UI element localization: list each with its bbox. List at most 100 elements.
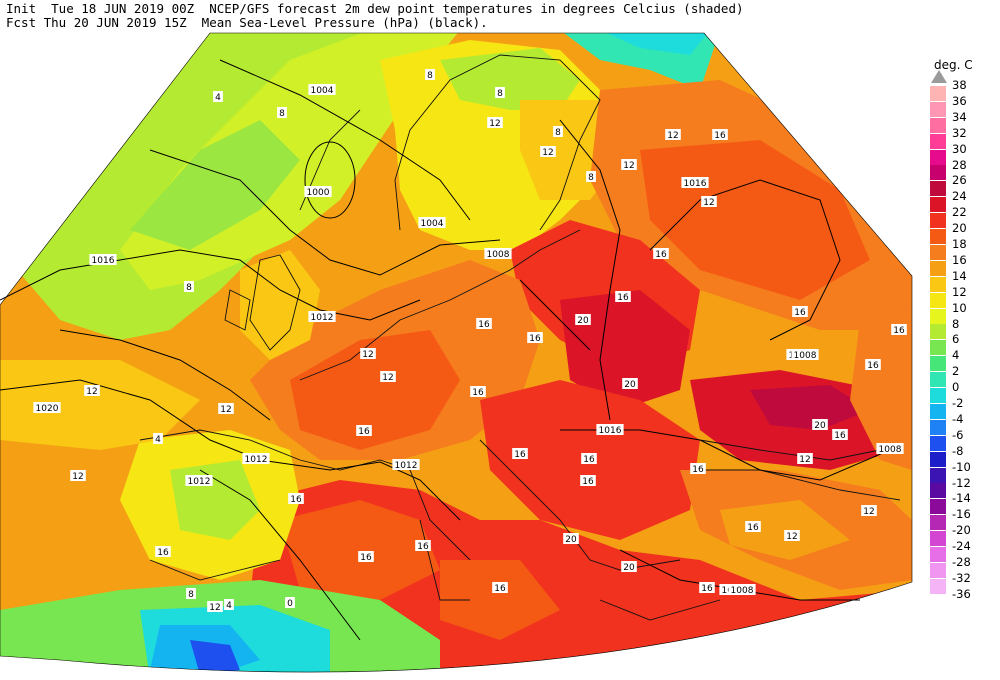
dewpoint-label: 20 (563, 533, 579, 545)
legend-swatch (930, 181, 946, 197)
dewpoint-label: 16 (492, 582, 508, 594)
dewpoint-label: 12 (360, 348, 376, 360)
isobar-label: 1016 (89, 254, 117, 266)
isobar-label: 1008 (728, 584, 756, 596)
legend-swatch (930, 435, 946, 451)
dewpoint-label: 16 (356, 425, 372, 437)
dewpoint-label: 8 (186, 588, 196, 600)
dewpoint-label: 12 (665, 129, 681, 141)
dewpoint-label: 16 (745, 521, 761, 533)
svg-text:12: 12 (667, 131, 678, 141)
isobar-label: 1012 (185, 475, 213, 487)
svg-text:12: 12 (209, 603, 220, 613)
legend-label: 26 (952, 173, 967, 188)
legend-swatch (930, 85, 946, 101)
legend-label: 30 (952, 141, 967, 156)
svg-text:16: 16 (747, 523, 759, 533)
legend-label: -8 (952, 443, 964, 458)
legend-title: deg. C (934, 58, 973, 72)
isobar-label: 1008 (484, 248, 512, 260)
dewpoint-label: 16 (865, 359, 881, 371)
legend-label: 24 (952, 189, 967, 204)
svg-text:8: 8 (588, 173, 594, 183)
isobar-label: 1012 (242, 453, 270, 465)
isobar-label: 1020 (33, 402, 61, 414)
legend-label: 2 (952, 364, 960, 379)
dewpoint-label: 16 (512, 448, 528, 460)
dewpoint-label: 16 (476, 318, 492, 330)
svg-text:12: 12 (362, 350, 373, 360)
legend-label: 22 (952, 205, 967, 220)
dewpoint-label: 16 (690, 463, 706, 475)
region-north-scandinavia-green (440, 48, 580, 110)
svg-text:16: 16 (794, 308, 806, 318)
dewpoint-label: 8 (553, 126, 563, 138)
dewpoint-label: 16 (527, 332, 543, 344)
dewpoint-label: 16 (358, 551, 374, 563)
isobar-label: 1000 (304, 186, 332, 198)
legend-swatch (930, 483, 946, 499)
dewpoint-label: 12 (84, 385, 100, 397)
legend-label: -12 (952, 475, 971, 490)
svg-text:16: 16 (617, 293, 629, 303)
svg-text:16: 16 (514, 450, 526, 460)
dewpoint-label: 16 (581, 453, 597, 465)
dewpoint-label: 8 (277, 107, 287, 119)
dewpoint-label: 12 (784, 530, 800, 542)
dewpoint-label: 4 (224, 599, 234, 611)
svg-text:12: 12 (86, 387, 97, 397)
legend-swatch (930, 515, 946, 531)
dewpoint-label: 12 (621, 159, 637, 171)
svg-text:16: 16 (582, 477, 594, 487)
legend-label: -6 (952, 427, 964, 442)
legend-label: 0 (952, 380, 960, 395)
svg-text:16: 16 (478, 320, 490, 330)
region-british-isles (240, 250, 320, 360)
svg-text:16: 16 (358, 427, 370, 437)
legend-label: 12 (952, 284, 967, 299)
dewpoint-label: 16 (832, 429, 848, 441)
dewpoint-label: 12 (487, 117, 503, 129)
svg-text:1012: 1012 (188, 477, 211, 487)
svg-text:1020: 1020 (36, 404, 59, 414)
svg-text:20: 20 (577, 316, 589, 326)
legend-swatch (930, 229, 946, 244)
svg-text:1004: 1004 (311, 86, 334, 96)
dewpoint-label: 0 (285, 597, 295, 609)
dewpoint-label: 16 (792, 306, 808, 318)
svg-text:16: 16 (867, 361, 879, 371)
legend-swatch (930, 451, 946, 467)
legend-max-triangle (931, 70, 947, 83)
legend-label: -36 (952, 586, 971, 601)
dewpoint-label: 16 (288, 493, 304, 505)
legend-swatch (930, 531, 946, 547)
dewpoint-label: 8 (184, 281, 194, 293)
dewpoint-label: 16 (470, 386, 486, 398)
svg-text:8: 8 (188, 590, 194, 600)
dewpoint-label: 16 (653, 248, 669, 260)
legend-label: -2 (952, 396, 964, 410)
svg-text:12: 12 (703, 198, 714, 208)
svg-text:8: 8 (427, 71, 433, 81)
dewpoint-label: 16 (155, 546, 171, 558)
svg-text:20: 20 (814, 421, 826, 431)
svg-text:16: 16 (417, 542, 429, 552)
svg-text:0: 0 (287, 599, 293, 609)
legend-label: -32 (952, 570, 971, 585)
svg-text:16: 16 (834, 431, 846, 441)
legend-swatch (930, 197, 946, 213)
legend-swatch (930, 356, 946, 372)
legend-label: 18 (952, 237, 967, 251)
dewpoint-label: 12 (797, 453, 813, 465)
dewpoint-label: 16 (712, 129, 728, 141)
legend-label: 36 (952, 93, 967, 108)
legend-label: 14 (952, 268, 967, 283)
svg-text:16: 16 (360, 553, 372, 563)
svg-text:16: 16 (290, 495, 302, 505)
legend-label: -28 (952, 555, 971, 569)
dewpoint-label: 12 (70, 470, 86, 482)
svg-text:12: 12 (863, 507, 874, 517)
dewpoint-label: 8 (495, 87, 505, 99)
svg-text:12: 12 (623, 161, 634, 171)
dewpoint-label: 16 (415, 540, 431, 552)
